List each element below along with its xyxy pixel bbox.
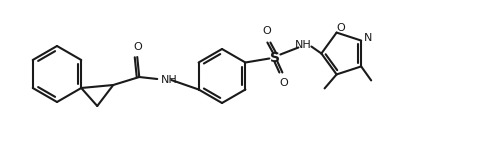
Text: NH: NH xyxy=(295,41,312,51)
Text: O: O xyxy=(279,79,288,89)
Text: NH: NH xyxy=(161,75,178,85)
Text: O: O xyxy=(336,23,345,33)
Text: O: O xyxy=(134,42,143,52)
Text: O: O xyxy=(262,27,271,37)
Text: S: S xyxy=(270,51,280,64)
Text: N: N xyxy=(364,33,372,43)
